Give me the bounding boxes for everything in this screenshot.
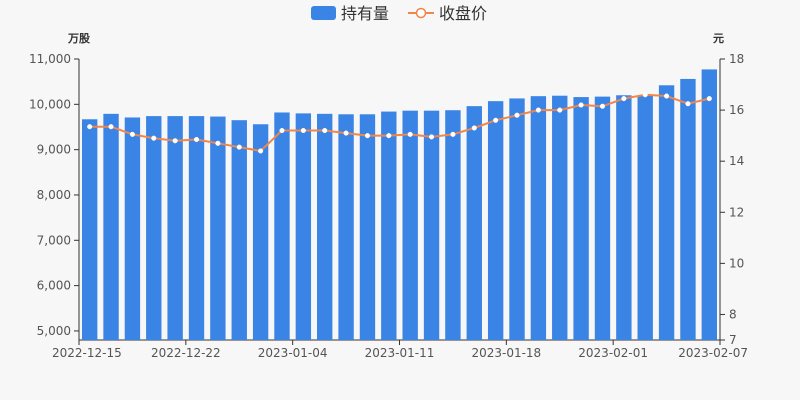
close-price-point[interactable] [664,93,670,99]
bar-holding[interactable] [338,114,354,340]
bar-holding[interactable] [466,106,482,340]
bar-holding[interactable] [573,97,589,340]
y-right-tick-label: 16 [729,103,744,117]
bar-holding[interactable] [146,116,162,340]
close-price-point[interactable] [706,96,712,102]
y-left-unit: 万股 [67,32,91,45]
x-tick-label: 2022-12-15 [52,346,122,360]
bar-holding[interactable] [509,98,525,341]
bar-holding[interactable] [359,114,376,340]
x-tick-label: 2023-01-11 [365,346,435,360]
close-price-point[interactable] [193,136,200,143]
close-price-point[interactable] [258,148,264,154]
bar-holding[interactable] [658,85,675,340]
legend-bar-label[interactable]: 持有量 [341,4,389,23]
bar-holding[interactable] [381,111,397,340]
close-price-point[interactable] [108,124,114,130]
bar-holding[interactable] [423,110,440,340]
x-tick-label: 2022-12-22 [151,346,221,360]
bar-holding[interactable] [317,113,333,340]
close-price-point[interactable] [471,125,477,131]
bar-holding[interactable] [188,116,205,340]
legend-line-label[interactable]: 收盘价 [439,4,487,23]
close-price-point[interactable] [642,92,648,98]
bar-holding[interactable] [252,124,269,340]
y-right-tick-label: 7 [729,333,737,347]
close-price-point[interactable] [172,138,178,144]
close-price-line [89,93,710,152]
close-price-point[interactable] [429,134,435,140]
bar-holding[interactable] [274,112,290,340]
y-right-unit: 元 [713,32,724,45]
bar-holding[interactable] [231,120,247,340]
y-left-tick-label: 7,000 [37,233,71,247]
y-left-tick-label: 8,000 [37,188,71,202]
close-price-point[interactable] [450,131,456,137]
y-right-tick-label: 12 [729,205,744,219]
legend[interactable]: 持有量 收盘价 [311,4,487,23]
close-price-point[interactable] [685,101,691,107]
close-price-point[interactable] [215,140,221,146]
close-price-point[interactable] [151,135,157,141]
close-price-point[interactable] [578,102,584,108]
bar-holding[interactable] [210,116,226,340]
y-left-tick-label: 5,000 [37,324,71,338]
close-price-point[interactable] [514,112,520,118]
bar-holding[interactable] [103,113,119,340]
bar-holding[interactable] [124,117,141,340]
bar-holding[interactable] [445,110,461,341]
close-price-point[interactable] [621,96,627,102]
close-price-point[interactable] [535,107,541,113]
y-left-tick-label: 9,000 [37,143,71,157]
close-price-point[interactable] [279,127,285,134]
y-right-tick-label: 14 [729,154,744,168]
y-right-tick-label: 8 [729,307,737,321]
bar-holding[interactable] [701,69,717,341]
axes-layer: 5,000 6,000 7,000 8,000 9,000 10,000 11,000 7 8 1… [29,52,748,360]
line-layer [87,92,712,154]
bar-holding[interactable] [680,78,696,340]
x-tick-label: 2023-02-07 [678,346,748,360]
bar-holding[interactable] [81,119,98,340]
close-price-point[interactable] [599,103,606,109]
close-price-point[interactable] [343,130,349,136]
close-price-point[interactable] [557,107,563,113]
close-price-point[interactable] [364,133,371,139]
y-right-tick-label: 10 [729,256,744,270]
y-left-tick-label: 6,000 [37,279,71,293]
bar-holding[interactable] [637,95,653,340]
close-price-point[interactable] [407,131,413,137]
bar-holding[interactable] [167,116,183,340]
y-left-tick-label: 10,000 [29,97,71,111]
bar-holding[interactable] [616,95,632,340]
x-tick-label: 2023-02-01 [578,346,648,360]
bars-layer [81,69,717,341]
bar-holding[interactable] [552,95,568,341]
bar-holding[interactable] [594,96,611,341]
close-price-point[interactable] [129,131,135,137]
bar-holding[interactable] [295,113,312,340]
close-price-point[interactable] [493,117,499,123]
y-right-tick-label: 18 [729,52,744,66]
x-tick-label: 2023-01-18 [471,346,541,360]
close-price-point[interactable] [236,144,242,150]
bar-holding[interactable] [402,110,418,340]
bar-holding[interactable] [530,96,547,340]
close-price-point[interactable] [386,133,392,139]
close-price-point[interactable] [300,127,306,134]
y-left-tick-label: 11,000 [29,52,71,66]
close-price-point[interactable] [322,127,328,134]
legend-bar-swatch[interactable] [311,6,336,20]
bar-holding[interactable] [487,101,504,341]
close-price-point[interactable] [87,124,93,130]
legend-line-marker[interactable] [415,7,427,19]
x-tick-label: 2023-01-04 [258,346,328,360]
